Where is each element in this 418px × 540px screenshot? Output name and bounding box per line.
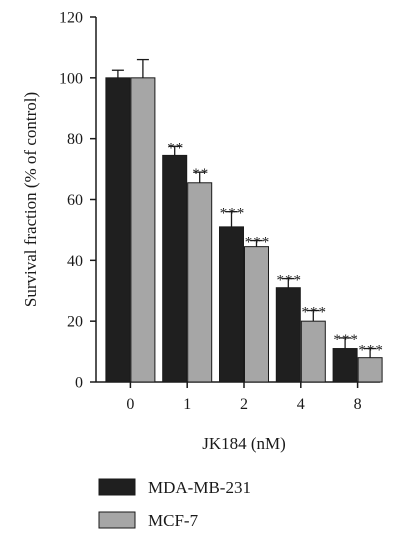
- significance-label: ***: [333, 332, 359, 348]
- y-tick-label: 40: [67, 253, 83, 270]
- bar: [187, 182, 213, 383]
- bar: [275, 287, 301, 383]
- y-tick-label: 100: [59, 70, 83, 87]
- bar: [244, 246, 269, 383]
- x-tick-label: 8: [354, 396, 362, 413]
- chart-bars: **********************: [105, 58, 384, 383]
- x-tick-label: 0: [126, 396, 134, 413]
- y-tick-label: 0: [75, 375, 83, 392]
- y-axis-label: Survival fraction (% of control): [21, 92, 40, 307]
- significance-label: ***: [220, 206, 246, 222]
- chart-legend: MDA-MB-231 MCF-7: [98, 478, 251, 530]
- legend-label: MDA-MB-231: [148, 478, 251, 497]
- significance-label: **: [192, 166, 209, 182]
- bar: [357, 357, 383, 383]
- chart-labels: JK184 (nM) Survival fraction (% of contr…: [21, 92, 286, 453]
- significance-label: **: [167, 140, 184, 156]
- legend-swatch: [98, 511, 136, 529]
- y-tick-label: 80: [67, 131, 83, 148]
- bar: [130, 77, 156, 383]
- bar: [105, 77, 131, 383]
- y-tick-label: 120: [59, 10, 83, 27]
- legend-swatch: [98, 478, 136, 496]
- significance-label: ***: [277, 273, 303, 289]
- x-axis-label: JK184 (nM): [202, 434, 286, 453]
- x-tick-label: 2: [240, 396, 248, 413]
- y-tick-label: 60: [67, 192, 83, 209]
- x-tick-label: 1: [183, 396, 191, 413]
- y-tick-label: 20: [67, 314, 83, 331]
- chart-axes: 0 20 40 60 80 100 120 0 1 2 4 8: [59, 10, 380, 413]
- bar: [300, 320, 326, 383]
- significance-label: ***: [245, 235, 271, 251]
- legend-label: MCF-7: [148, 511, 199, 530]
- significance-label: ***: [302, 305, 328, 321]
- x-tick-label: 4: [297, 396, 305, 413]
- significance-label: ***: [358, 343, 384, 359]
- bar: [219, 226, 244, 383]
- bar: [332, 348, 358, 383]
- bar: [162, 154, 188, 383]
